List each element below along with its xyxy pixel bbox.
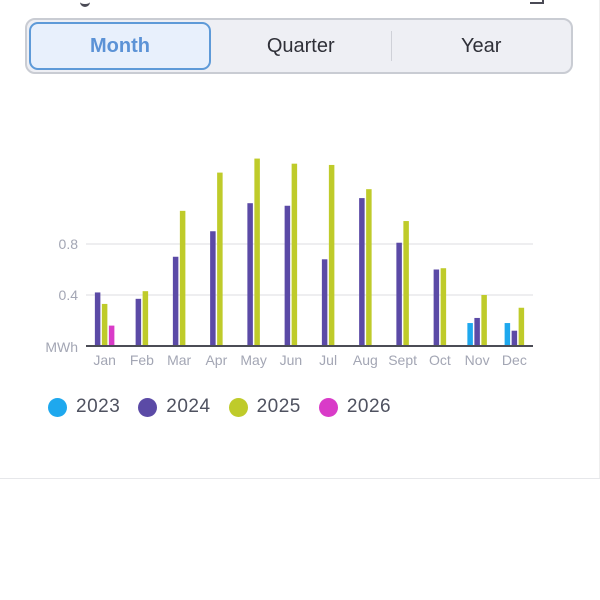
legend-label-2023: 2023 — [76, 396, 121, 417]
bar-2024-may — [247, 203, 253, 346]
tab-month[interactable]: Month — [29, 22, 211, 70]
bar-2024-oct — [433, 269, 440, 346]
x-tick-label: Nov — [465, 352, 490, 368]
chart-legend: 2023 2024 2025 2026 — [48, 396, 391, 418]
header-fragment — [80, 0, 90, 7]
bar-2024-feb — [135, 298, 142, 346]
bar-2024-jul — [321, 259, 328, 346]
tab-quarter[interactable]: Quarter — [266, 34, 335, 57]
bar-2024-apr — [210, 231, 216, 346]
bar-2023-dec — [504, 323, 511, 346]
x-tick-label: Aug — [353, 352, 378, 368]
bar-chart-svg: 0.4 0.8 MWh Jan Feb Mar Apr May Jun Jul Aug Sept Oct… — [45, 158, 533, 368]
bar-2025-nov — [481, 295, 487, 346]
y-tick-label: 0.4 — [59, 287, 79, 303]
header-icon[interactable] — [530, 0, 544, 4]
bar-2025-mar — [179, 210, 186, 346]
x-tick-label: Jan — [93, 352, 116, 368]
bar-2025-aug — [366, 189, 372, 346]
bar-2024-jan — [94, 292, 101, 346]
bar-2024-mar — [172, 256, 179, 346]
bar-2025-dec — [518, 307, 525, 346]
legend-dot-2025 — [228, 397, 248, 417]
legend-label-2026: 2026 — [346, 396, 392, 417]
x-tick-label: Mar — [167, 352, 191, 368]
legend-label-2025: 2025 — [256, 396, 301, 417]
bar-2026-jan — [108, 325, 115, 346]
bar-2023-nov — [467, 323, 473, 346]
y-tick-label: 0.8 — [59, 236, 79, 252]
x-tick-label: Dec — [502, 352, 527, 368]
bar-2024-nov — [474, 317, 480, 346]
period-selector: Month Quarter Year — [25, 18, 573, 74]
bar-2024-jun — [284, 205, 291, 346]
x-tick-label: Sept — [388, 352, 417, 368]
bar-2025-jan — [101, 303, 108, 346]
legend-label-2024: 2024 — [166, 396, 211, 417]
x-tick-label: Apr — [205, 352, 227, 368]
bar-2024-dec — [511, 330, 518, 346]
bar-2024-aug — [359, 198, 365, 346]
x-tick-label: Feb — [130, 352, 154, 368]
legend-item-2025[interactable]: 2025 — [228, 396, 301, 418]
tab-divider — [390, 31, 392, 61]
bar-2025-feb — [142, 291, 149, 346]
section-divider — [0, 478, 600, 479]
bar-2025-may — [254, 158, 260, 346]
legend-item-2024[interactable]: 2024 — [138, 396, 210, 418]
bar-chart: 0.4 0.8 MWh Jan Feb Mar Apr May Jun Jul Aug Sept Oct… — [0, 120, 600, 380]
y-axis-unit-label: MWh — [45, 339, 78, 355]
legend-item-2023[interactable]: 2023 — [48, 396, 120, 418]
x-tick-label: Jul — [319, 352, 337, 368]
x-tick-label: Jun — [280, 352, 303, 368]
bar-2025-jul — [328, 164, 335, 346]
bar-2024-sept — [396, 242, 402, 346]
x-tick-label: Oct — [429, 352, 451, 368]
legend-dot-2024 — [138, 397, 158, 417]
legend-dot-2026 — [318, 397, 338, 417]
bar-2025-jun — [291, 163, 298, 346]
bar-2025-oct — [440, 268, 447, 346]
legend-dot-2023 — [48, 397, 67, 417]
x-tick-label: May — [240, 352, 266, 368]
tab-year[interactable]: Year — [461, 34, 502, 57]
legend-item-2026[interactable]: 2026 — [318, 396, 392, 418]
bar-2025-sept — [403, 221, 409, 346]
bar-2025-apr — [217, 172, 223, 346]
